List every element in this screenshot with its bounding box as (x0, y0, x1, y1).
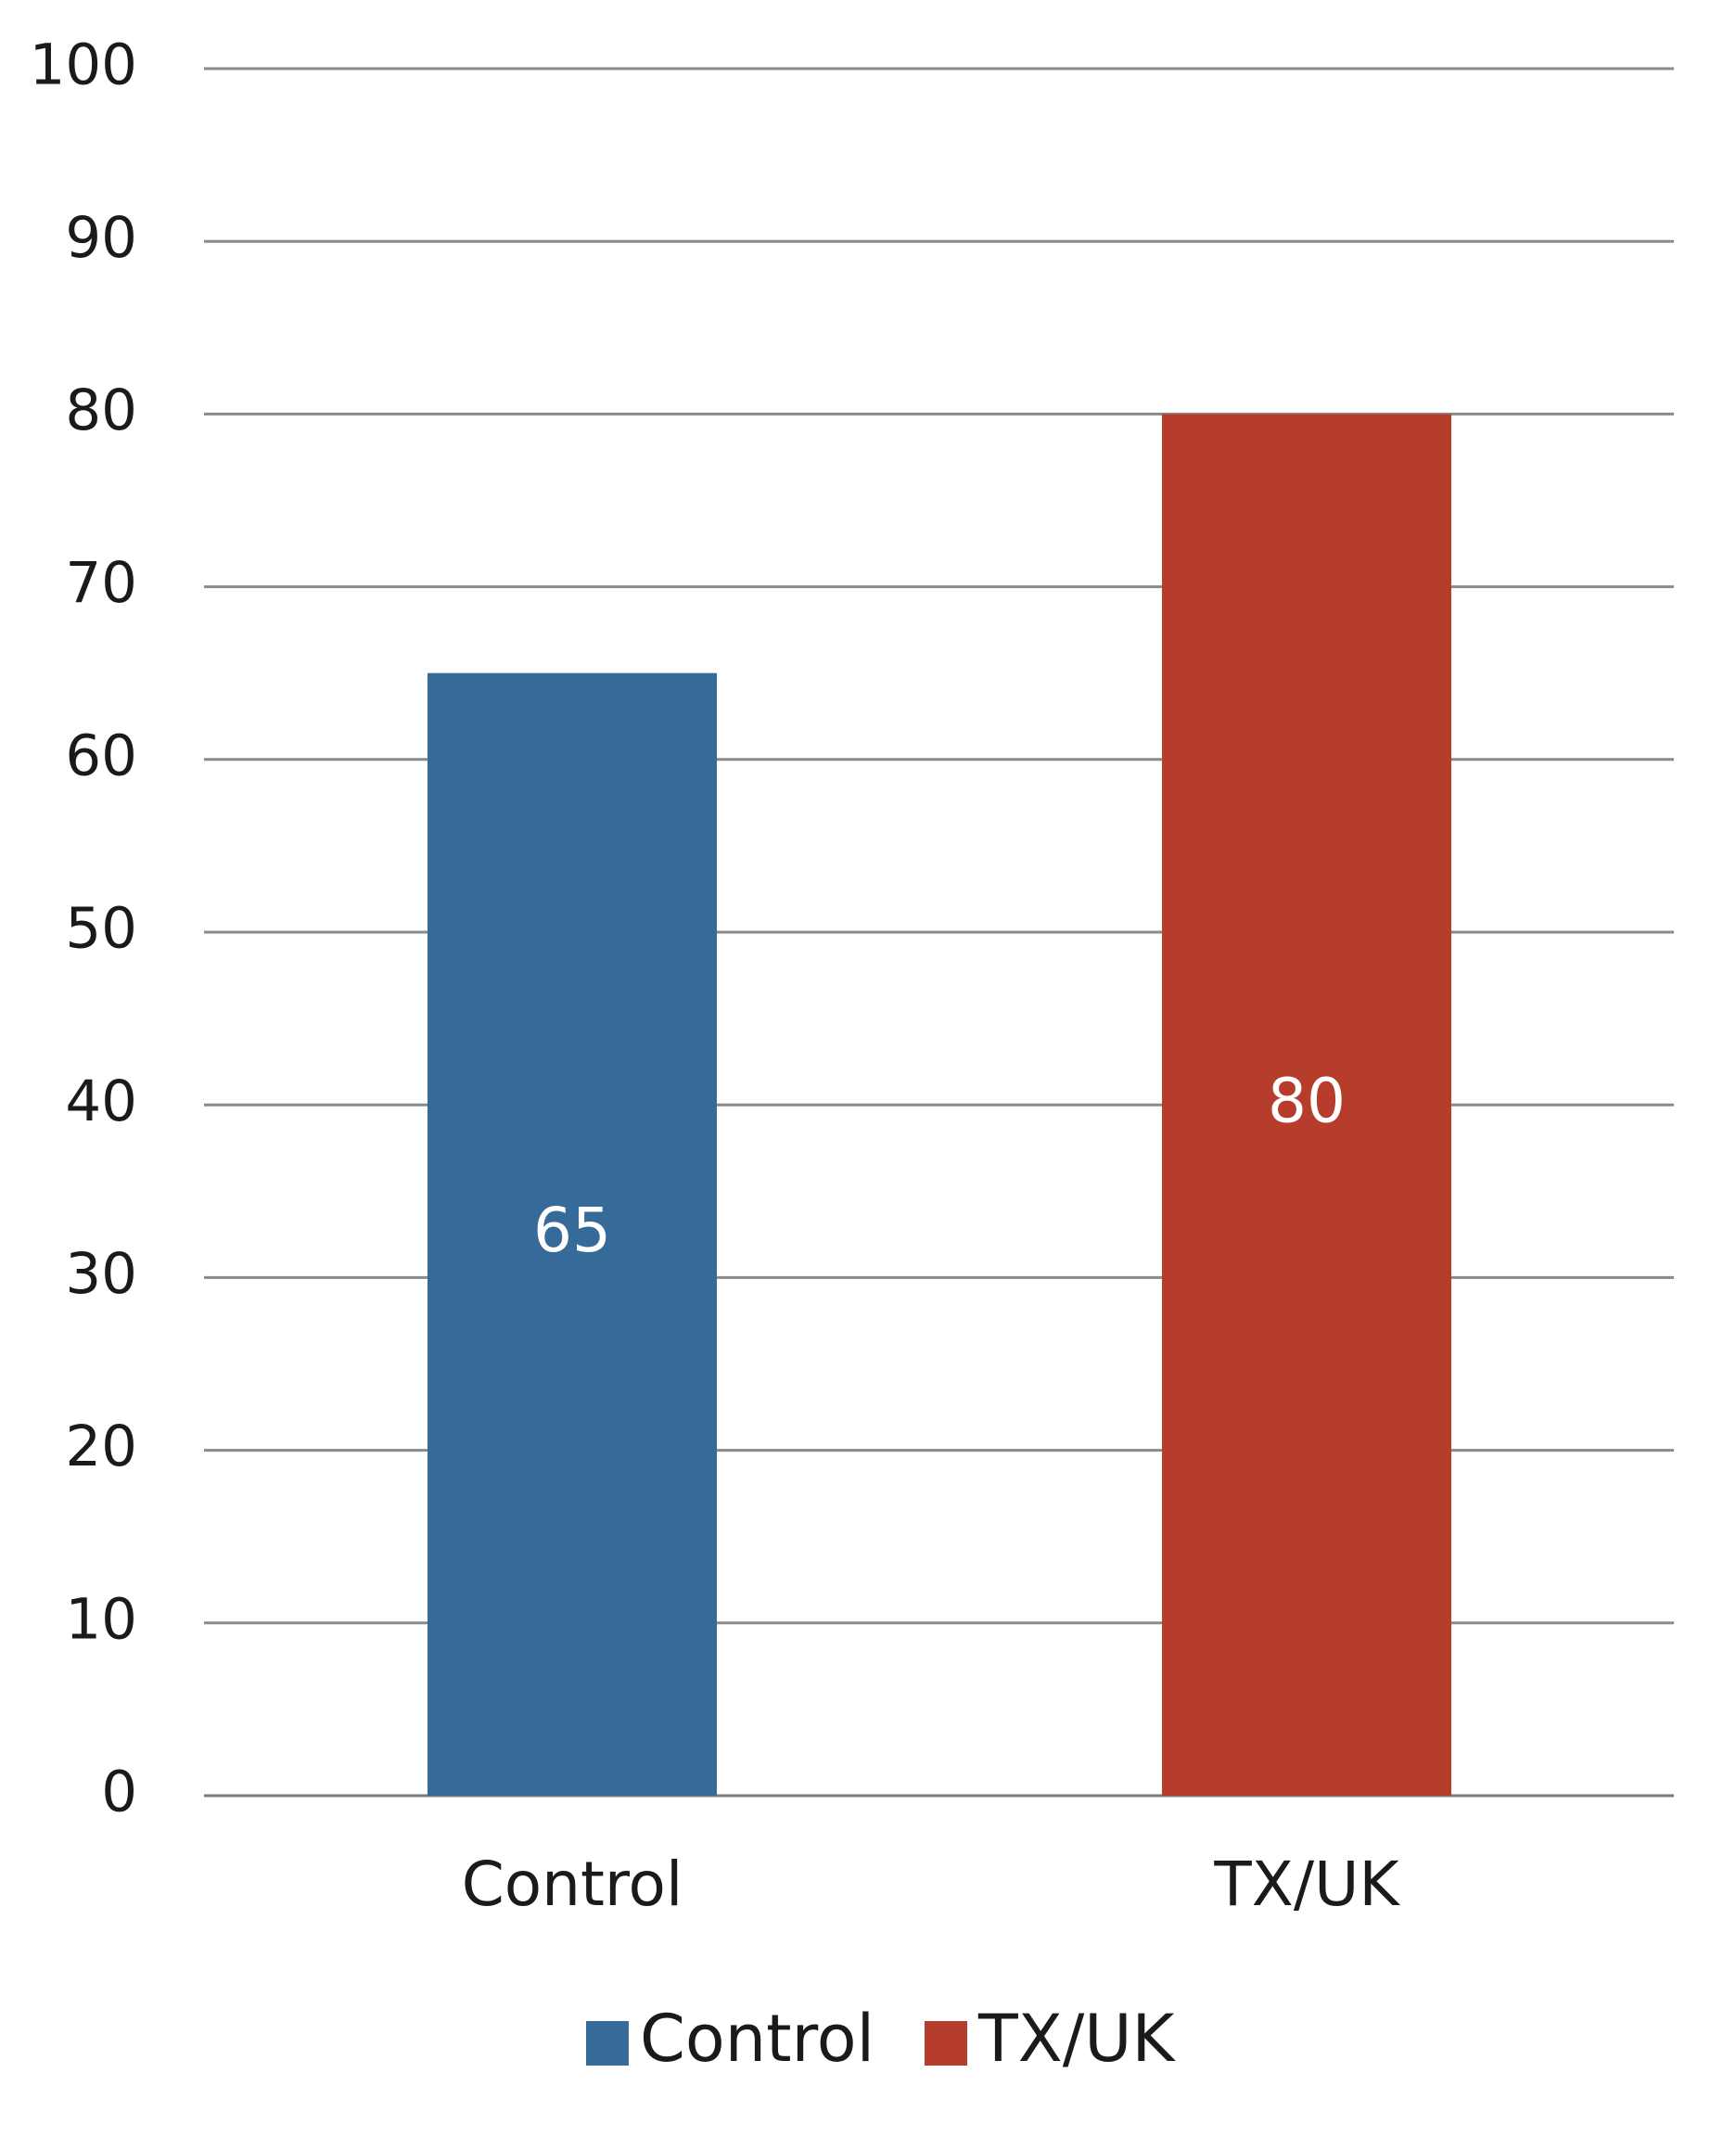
y-tick-label-100: 100 (30, 32, 137, 98)
y-tick-label-10: 10 (65, 1586, 137, 1652)
legend-swatch-control (586, 2021, 629, 2066)
y-tick-label-20: 20 (65, 1414, 137, 1479)
category-label-control: Control (462, 1849, 683, 1920)
data-label-tx-uk: 80 (1268, 1065, 1346, 1136)
legend-swatch-tx-uk (925, 2021, 967, 2066)
bar-tx-uk (1162, 414, 1451, 1796)
y-tick-label-80: 80 (65, 377, 137, 443)
y-tick-label-50: 50 (65, 896, 137, 962)
data-label-control: 65 (533, 1195, 611, 1266)
category-label-tx-uk: TX/UK (1213, 1849, 1400, 1920)
x-axis-categories: Control TX/UK (462, 1849, 1401, 1920)
legend-label-control: Control (640, 2001, 874, 2077)
bars: 65 80 (428, 414, 1451, 1797)
y-tick-label-70: 70 (65, 550, 137, 616)
gridlines (204, 67, 1674, 1798)
y-tick-label-30: 30 (65, 1241, 137, 1307)
legend-label-tx-uk: TX/UK (977, 2001, 1177, 2077)
y-tick-label-90: 90 (65, 205, 137, 271)
y-tick-label-40: 40 (65, 1068, 137, 1134)
y-tick-label-0: 0 (101, 1760, 137, 1825)
y-axis-ticks: 0 10 20 30 40 50 60 70 80 90 100 (30, 32, 137, 1825)
legend: Control TX/UK (586, 2001, 1177, 2077)
y-tick-label-60: 60 (65, 723, 137, 788)
bar-control (428, 672, 717, 1797)
